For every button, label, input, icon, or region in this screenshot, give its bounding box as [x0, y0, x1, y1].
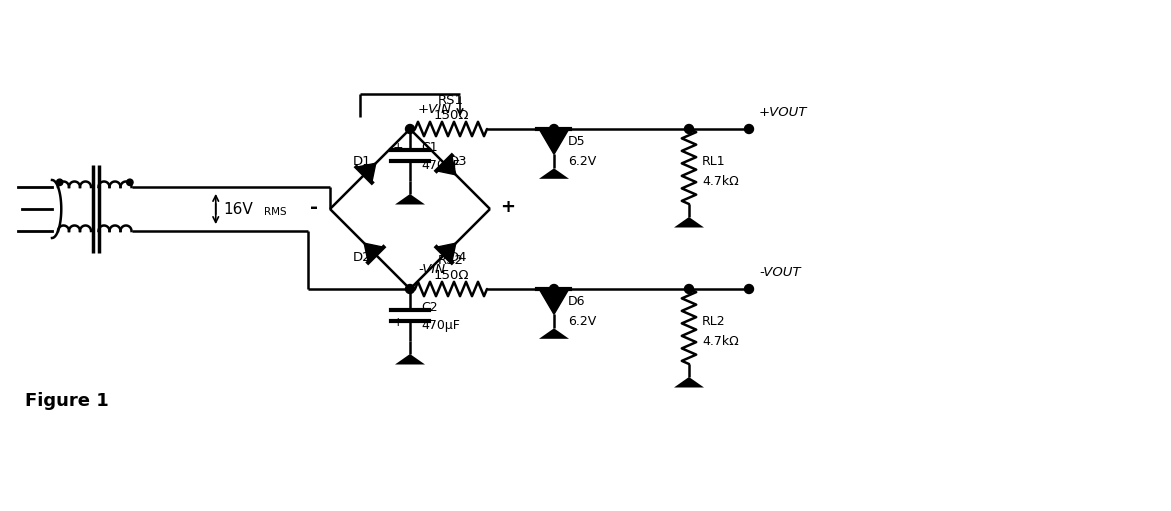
Polygon shape: [356, 163, 376, 182]
Text: C1: C1: [422, 141, 438, 153]
Text: +: +: [500, 198, 515, 216]
Text: 470μF: 470μF: [422, 318, 460, 332]
Text: 6.2V: 6.2V: [568, 315, 596, 328]
Circle shape: [405, 125, 415, 133]
Circle shape: [685, 285, 693, 293]
Text: 150Ω: 150Ω: [433, 269, 468, 282]
Text: 4.7kΩ: 4.7kΩ: [701, 175, 739, 188]
Text: C2: C2: [422, 300, 438, 314]
Text: Figure 1: Figure 1: [25, 392, 109, 410]
Polygon shape: [437, 155, 456, 175]
Text: -VOUT: -VOUT: [759, 266, 801, 279]
Text: 4.7kΩ: 4.7kΩ: [701, 335, 739, 348]
Text: D6: D6: [568, 295, 586, 308]
Text: D1: D1: [352, 154, 371, 168]
Text: +VIN: +VIN: [418, 103, 452, 116]
Text: D2: D2: [352, 250, 371, 264]
Text: -: -: [310, 197, 319, 217]
Text: +: +: [392, 315, 403, 329]
Circle shape: [56, 179, 63, 185]
Text: RL2: RL2: [701, 315, 726, 328]
Text: 470μF: 470μF: [422, 158, 460, 172]
Text: RL1: RL1: [701, 155, 726, 168]
Polygon shape: [395, 194, 425, 204]
Circle shape: [745, 285, 753, 293]
Polygon shape: [539, 168, 569, 179]
Text: RS2: RS2: [438, 254, 464, 267]
Text: 6.2V: 6.2V: [568, 155, 596, 168]
Polygon shape: [674, 217, 704, 227]
Circle shape: [549, 125, 559, 133]
Polygon shape: [539, 129, 569, 154]
Text: D3: D3: [448, 154, 467, 168]
Polygon shape: [437, 243, 456, 263]
Circle shape: [549, 285, 559, 293]
Circle shape: [405, 285, 415, 293]
Text: +VOUT: +VOUT: [759, 106, 808, 119]
Circle shape: [685, 125, 693, 133]
Text: RMS: RMS: [263, 207, 287, 217]
Circle shape: [745, 125, 753, 133]
Text: D4: D4: [448, 250, 467, 264]
Polygon shape: [395, 354, 425, 364]
Text: 16V: 16V: [224, 201, 253, 217]
Polygon shape: [539, 328, 569, 339]
Text: 150Ω: 150Ω: [433, 109, 468, 122]
Text: D5: D5: [568, 134, 586, 148]
Polygon shape: [674, 377, 704, 387]
Polygon shape: [539, 289, 569, 314]
Text: RS1: RS1: [438, 94, 464, 107]
Polygon shape: [364, 243, 383, 263]
Text: +: +: [392, 141, 403, 153]
Text: -VIN: -VIN: [418, 263, 445, 276]
Circle shape: [126, 179, 133, 185]
